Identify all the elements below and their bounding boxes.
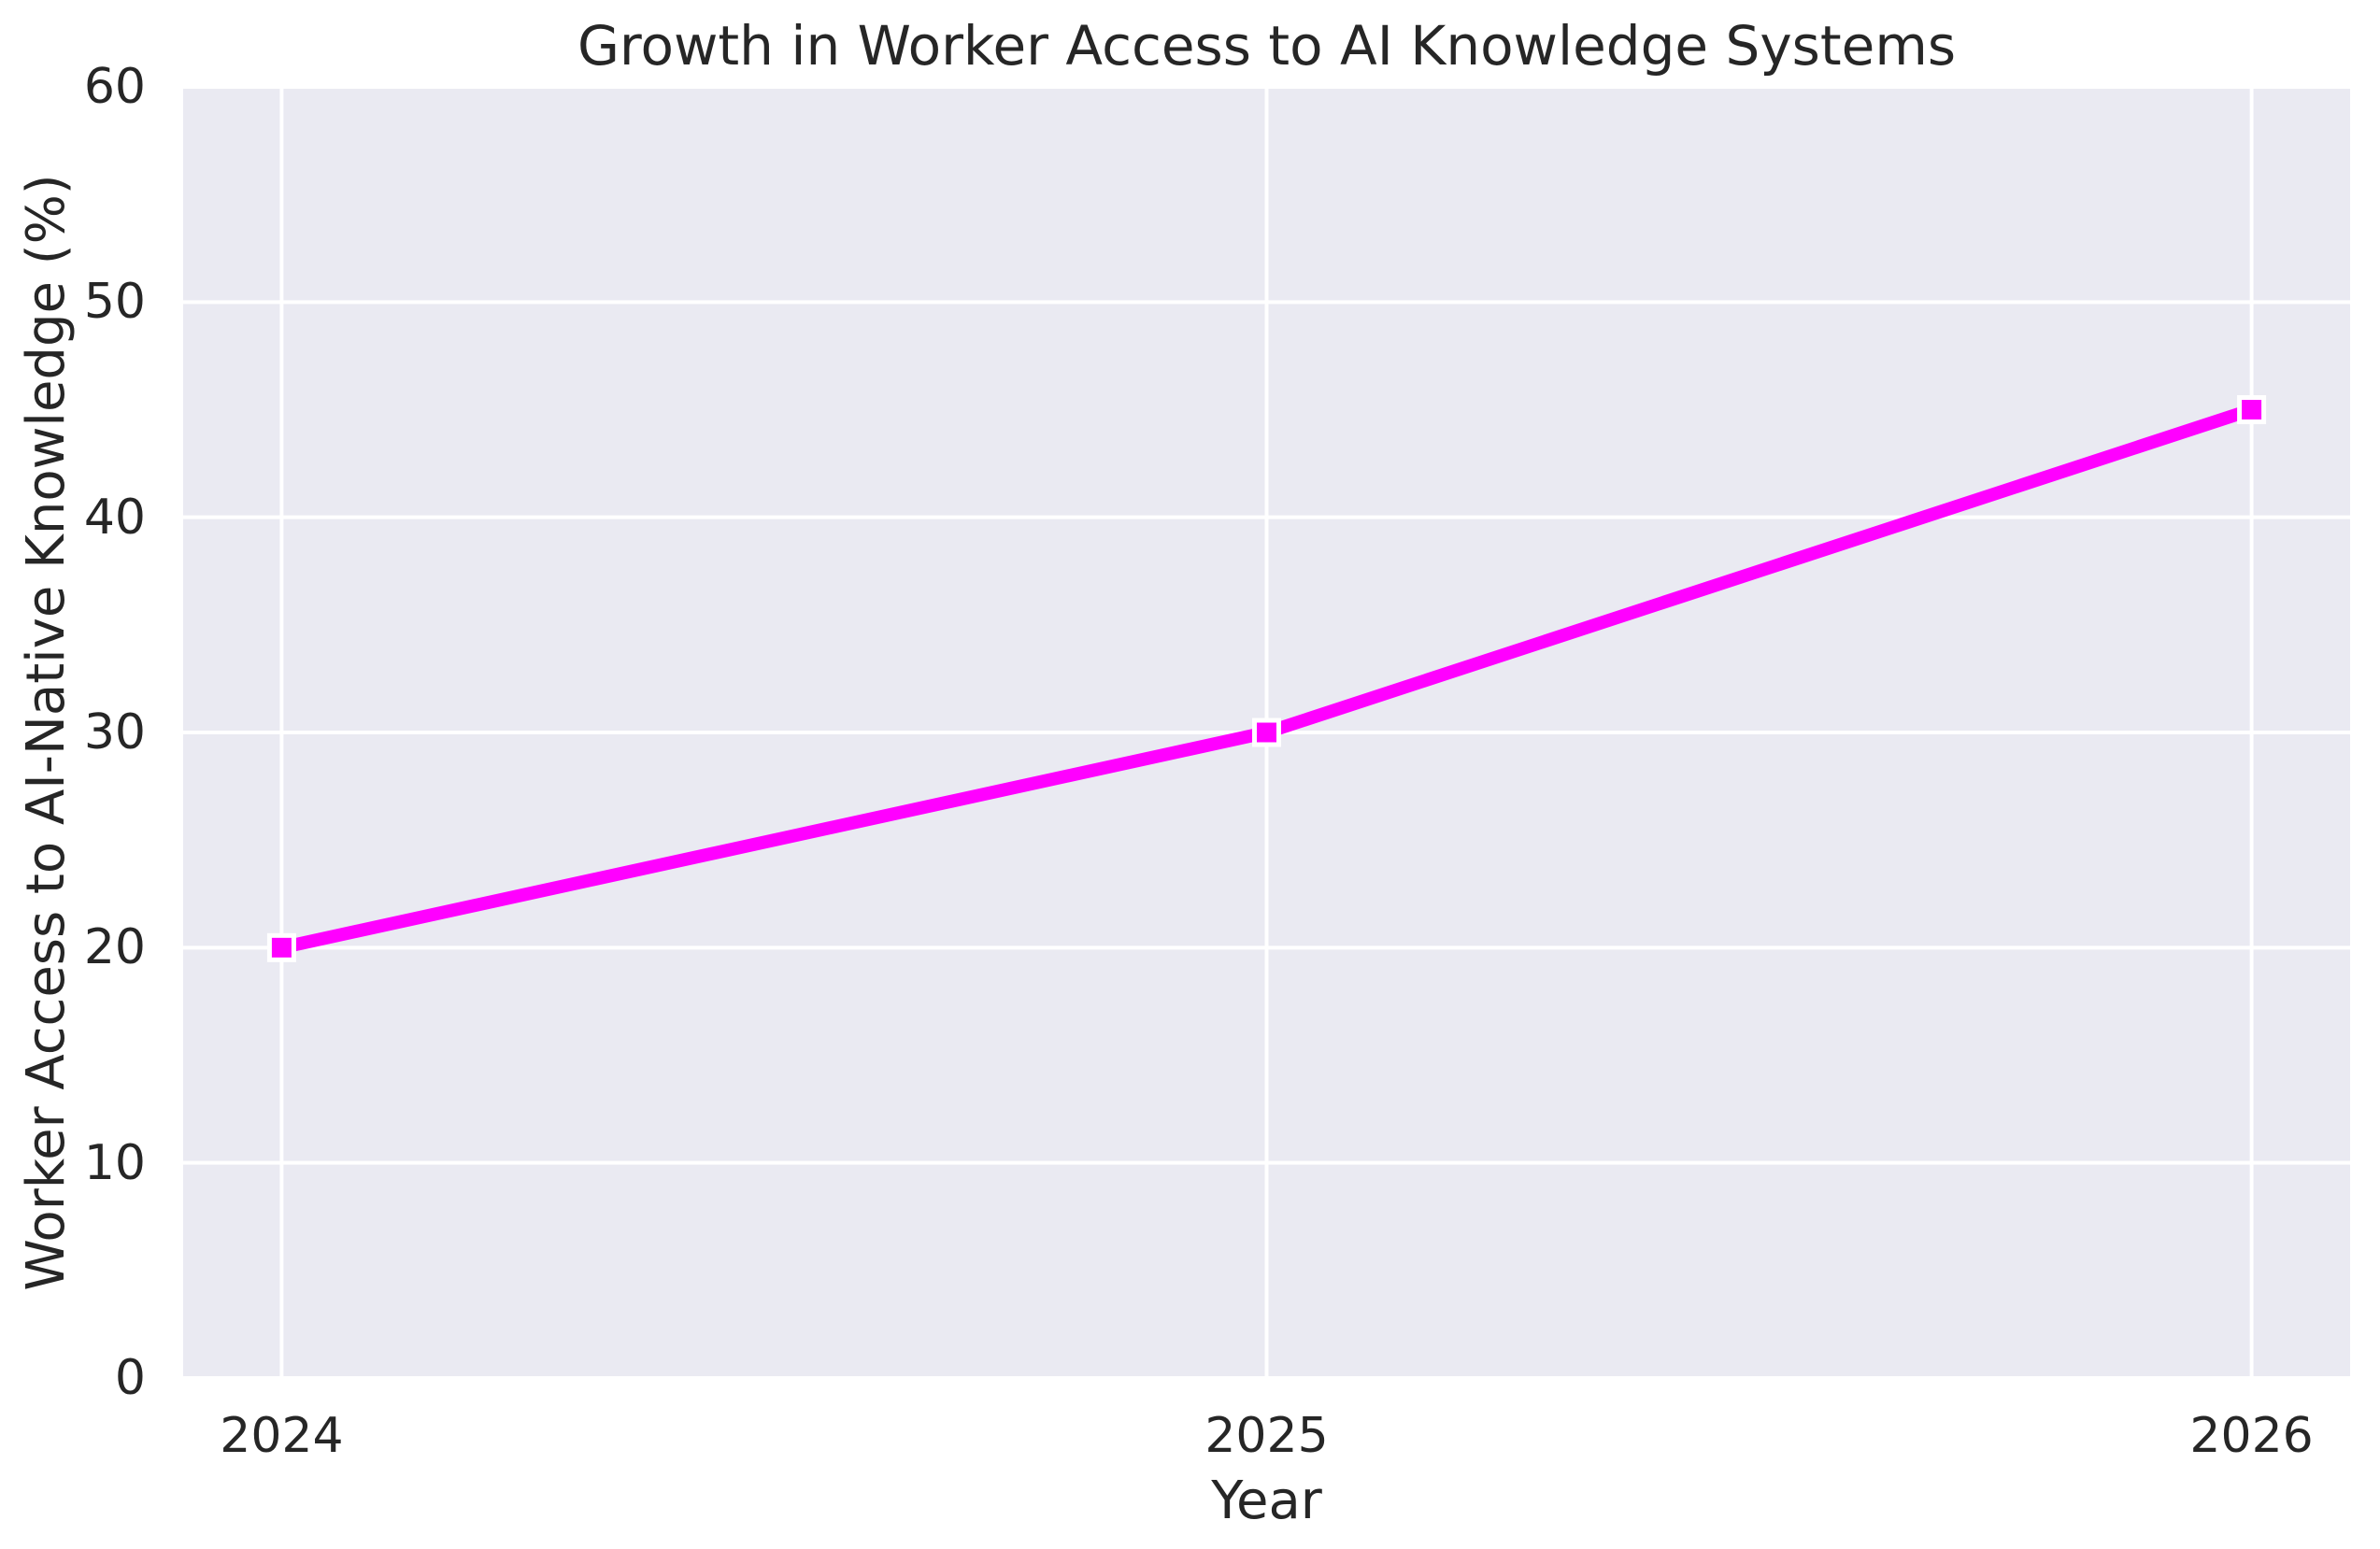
line-chart-canvas [183, 87, 2350, 1378]
x-tick-label: 2025 [1204, 1408, 1329, 1464]
x-tick-label: 2024 [220, 1408, 344, 1464]
data-point-marker [266, 932, 296, 962]
x-tick-label: 2026 [2189, 1408, 2314, 1464]
data-point-marker [1252, 718, 1281, 747]
y-tick-label: 60 [83, 59, 146, 115]
data-point-marker [2237, 395, 2267, 424]
y-tick-label: 40 [83, 489, 146, 546]
y-tick-label: 50 [83, 274, 146, 331]
y-tick-label: 30 [83, 704, 146, 760]
y-tick-label: 20 [83, 919, 146, 976]
chart-title: Growth in Worker Access to AI Knowledge … [577, 14, 1957, 78]
y-tick-label: 0 [114, 1350, 146, 1406]
x-axis-label: Year [1211, 1471, 1322, 1531]
y-tick-label: 10 [83, 1134, 146, 1191]
plot-area [183, 87, 2350, 1378]
